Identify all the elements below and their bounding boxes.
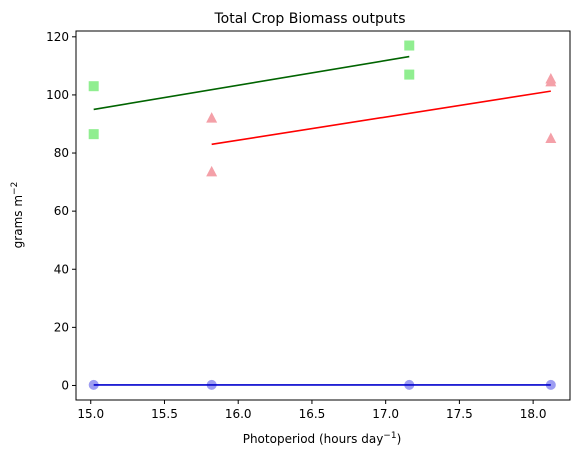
trend-line <box>211 90 551 146</box>
y-tick-label: 20 <box>54 320 69 334</box>
y-tick-label: 0 <box>61 378 69 392</box>
y-tick-label: 80 <box>54 146 69 160</box>
data-point-square <box>88 81 99 92</box>
data-point-triangle <box>545 75 557 87</box>
x-tick-label: 17.5 <box>446 407 473 421</box>
y-axis: 0 20 40 60 80 100 120 <box>46 30 76 392</box>
data-point-triangle <box>206 112 218 123</box>
plot-marks <box>88 40 557 390</box>
y-axis-label: grams m−2 <box>10 182 25 249</box>
x-tick-label: 18.0 <box>520 407 547 421</box>
x-axis: 15.0 15.5 16.0 16.5 17.0 17.5 18.0 <box>77 400 546 421</box>
plot-frame <box>75 30 571 401</box>
x-tick-label: 17.0 <box>372 407 399 421</box>
data-point-triangle <box>206 165 218 177</box>
x-axis-label: Photoperiod (hours day−1) <box>243 431 402 446</box>
data-point-triangle <box>545 132 557 144</box>
x-tick-label: 15.5 <box>151 407 178 421</box>
data-point-square <box>88 129 99 140</box>
x-tick-label: 16.0 <box>225 407 252 421</box>
data-point-square <box>404 40 415 51</box>
y-tick-label: 120 <box>46 30 69 44</box>
x-tick-label: 16.5 <box>299 407 326 421</box>
y-tick-label: 60 <box>54 204 69 218</box>
y-tick-label: 100 <box>46 88 69 102</box>
x-tick-label: 15.0 <box>77 407 104 421</box>
chart-title: Total Crop Biomass outputs <box>213 11 405 27</box>
data-point-square <box>404 69 415 80</box>
trend-line <box>93 55 410 111</box>
y-tick-label: 40 <box>54 262 69 276</box>
